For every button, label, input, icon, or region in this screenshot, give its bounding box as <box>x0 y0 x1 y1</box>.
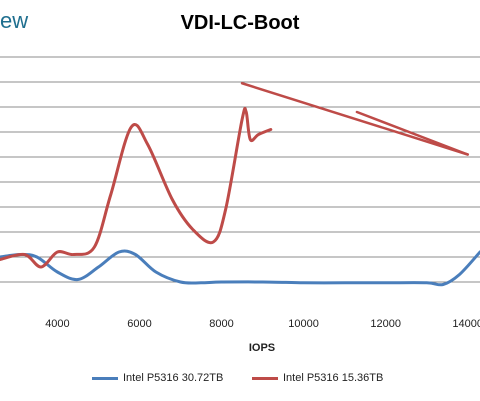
legend: Intel P5316 30.72TB Intel P5316 15.36TB <box>0 372 480 390</box>
legend-swatch-series-1 <box>92 376 118 380</box>
series-line-1 <box>0 249 480 287</box>
gridlines <box>0 56 480 283</box>
x-axis-label: IOPS <box>249 342 275 354</box>
legend-swatch-series-2 <box>252 376 278 380</box>
chart-title: VDI-LC-Boot <box>180 12 300 34</box>
x-tick-label-3: 8000 <box>209 318 233 330</box>
legend-label-series-2: Intel P5316 15.36TB <box>283 372 384 384</box>
x-tick-label-2: 6000 <box>127 318 151 330</box>
legend-item-series-1: Intel P5316 30.72TB <box>92 372 223 384</box>
annotation-arrow-branch-1 <box>355 110 469 156</box>
x-tick-label-6: 14000 <box>452 318 480 330</box>
brand-logo-text: ew <box>0 8 29 33</box>
x-tick-labels: 4000 6000 8000 10000 12000 14000 <box>45 318 480 330</box>
annotation-layer <box>240 82 469 156</box>
legend-item-series-2: Intel P5316 15.36TB <box>252 372 383 384</box>
series-line-2 <box>0 106 273 269</box>
legend-label-series-1: Intel P5316 30.72TB <box>123 372 224 384</box>
x-tick-label-5: 12000 <box>370 318 401 330</box>
series-lines <box>0 106 480 287</box>
x-tick-label-1: 4000 <box>45 318 69 330</box>
x-tick-label-4: 10000 <box>288 318 319 330</box>
annotation-arrow-shaft-1 <box>240 82 469 156</box>
